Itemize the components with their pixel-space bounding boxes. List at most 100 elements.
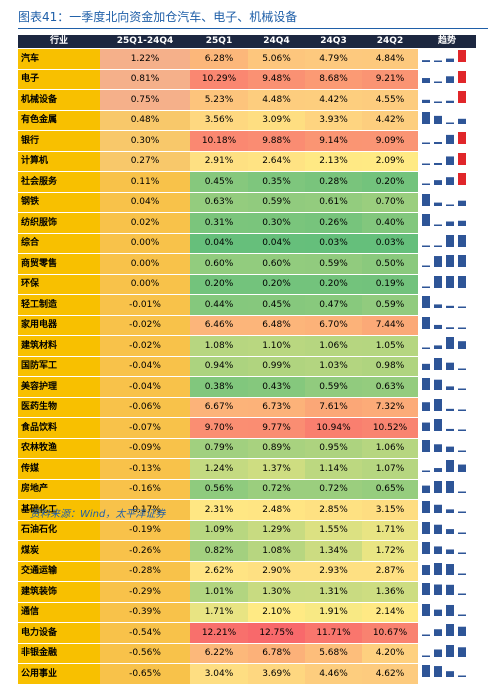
trend-bar xyxy=(446,644,454,657)
sparkline xyxy=(422,378,466,390)
value-cell: 2.14% xyxy=(362,602,418,623)
value-cell: 1.30% xyxy=(248,581,305,603)
trend-bar xyxy=(458,491,466,493)
trend-bar xyxy=(422,316,430,329)
sparkline xyxy=(422,91,466,103)
change-cell: -0.65% xyxy=(100,663,190,685)
trend-bar xyxy=(446,671,454,677)
trend-bar xyxy=(458,152,466,165)
value-cell: 3.56% xyxy=(190,110,248,131)
value-cell: 0.89% xyxy=(248,438,305,459)
trend-cell xyxy=(418,663,476,685)
trend-bar xyxy=(422,583,430,595)
value-cell: 1.01% xyxy=(190,581,248,603)
sparkline xyxy=(422,419,466,431)
industry-cell: 有色金属 xyxy=(18,110,100,131)
trend-bar xyxy=(446,528,454,534)
change-cell: 0.30% xyxy=(100,130,190,152)
value-cell: 1.03% xyxy=(305,356,362,377)
trend-cell xyxy=(418,540,476,562)
sparkline xyxy=(422,542,466,554)
sparkline xyxy=(422,460,466,472)
value-cell: 6.28% xyxy=(190,48,248,70)
table-row: 纺织服饰 0.02% 0.31% 0.30% 0.26% 0.40% xyxy=(18,212,476,234)
industry-cell: 食品饮料 xyxy=(18,417,100,439)
trend-cell xyxy=(418,151,476,172)
trend-bar xyxy=(446,408,454,411)
trend-bar xyxy=(434,648,442,657)
trend-bar xyxy=(422,439,430,452)
trend-bar xyxy=(458,573,466,575)
value-cell: 6.48% xyxy=(248,315,305,336)
trend-bar xyxy=(422,183,430,185)
change-cell: -0.26% xyxy=(100,540,190,562)
sparkline xyxy=(422,214,466,226)
industry-cell: 公用事业 xyxy=(18,663,100,685)
trend-bar xyxy=(422,422,430,431)
trend-bar xyxy=(434,142,442,144)
column-header: 24Q4 xyxy=(248,35,305,49)
trend-bar xyxy=(434,379,442,390)
trend-cell xyxy=(418,438,476,459)
table-row: 商贸零售 0.00% 0.60% 0.60% 0.59% 0.50% xyxy=(18,253,476,275)
value-cell: 0.20% xyxy=(190,274,248,295)
value-cell: 5.68% xyxy=(305,643,362,664)
change-cell: 0.75% xyxy=(100,89,190,111)
sparkline xyxy=(422,480,466,493)
value-cell: 2.93% xyxy=(305,561,362,582)
trend-bar xyxy=(434,162,442,165)
value-cell: 8.68% xyxy=(305,69,362,90)
industry-cell: 交通运输 xyxy=(18,561,100,582)
change-cell: -0.19% xyxy=(100,520,190,541)
trend-bar xyxy=(458,50,466,62)
value-cell: 0.38% xyxy=(190,376,248,398)
value-cell: 0.95% xyxy=(305,438,362,459)
industry-cell: 煤炭 xyxy=(18,540,100,562)
table-row: 计算机 0.27% 2.91% 2.64% 2.13% 2.09% xyxy=(18,151,476,172)
value-cell: 9.14% xyxy=(305,130,362,152)
value-cell: 2.91% xyxy=(190,151,248,172)
value-cell: 1.71% xyxy=(190,602,248,623)
trend-bar xyxy=(434,256,442,267)
trend-cell xyxy=(418,479,476,500)
trend-cell xyxy=(418,69,476,90)
title: 图表41：一季度北向资金加仓汽车、电子、机械设备 xyxy=(18,8,488,29)
change-cell: 0.04% xyxy=(100,192,190,213)
trend-bar xyxy=(422,378,430,390)
industry-cell: 石油石化 xyxy=(18,520,100,541)
trend-bar xyxy=(446,563,454,575)
trend-bar xyxy=(446,100,454,103)
value-cell: 1.10% xyxy=(248,335,305,357)
value-cell: 4.62% xyxy=(362,663,418,685)
value-cell: 0.59% xyxy=(362,294,418,316)
trend-cell xyxy=(418,315,476,336)
trend-cell xyxy=(418,253,476,275)
header-row: 行业 25Q1-24Q4 25Q1 24Q4 24Q3 24Q2 趋势 xyxy=(18,35,476,49)
value-cell: 0.63% xyxy=(362,376,418,398)
trend-cell xyxy=(418,499,476,521)
table-row: 建筑装饰 -0.29% 1.01% 1.30% 1.31% 1.36% xyxy=(18,581,476,603)
change-cell: -0.56% xyxy=(100,643,190,664)
change-cell: 0.27% xyxy=(100,151,190,172)
value-cell: 9.21% xyxy=(362,69,418,90)
table-row: 医药生物 -0.06% 6.67% 6.73% 7.61% 7.32% xyxy=(18,397,476,418)
trend-bar xyxy=(422,401,430,411)
value-cell: 11.71% xyxy=(305,622,362,644)
change-cell: -0.04% xyxy=(100,356,190,377)
value-cell: 2.85% xyxy=(305,499,362,521)
industry-cell: 医药生物 xyxy=(18,397,100,418)
value-cell: 6.67% xyxy=(190,397,248,418)
trend-bar xyxy=(422,60,430,62)
value-cell: 9.70% xyxy=(190,417,248,439)
trend-bar xyxy=(458,409,466,411)
trend-bar xyxy=(434,180,442,185)
value-cell: 1.37% xyxy=(248,458,305,480)
value-cell: 0.56% xyxy=(190,479,248,500)
value-cell: 0.04% xyxy=(248,233,305,254)
trend-cell xyxy=(418,89,476,111)
value-cell: 0.82% xyxy=(190,540,248,562)
industry-cell: 银行 xyxy=(18,130,100,152)
industry-cell: 计算机 xyxy=(18,151,100,172)
value-cell: 1.14% xyxy=(305,458,362,480)
trend-bar xyxy=(422,363,430,370)
